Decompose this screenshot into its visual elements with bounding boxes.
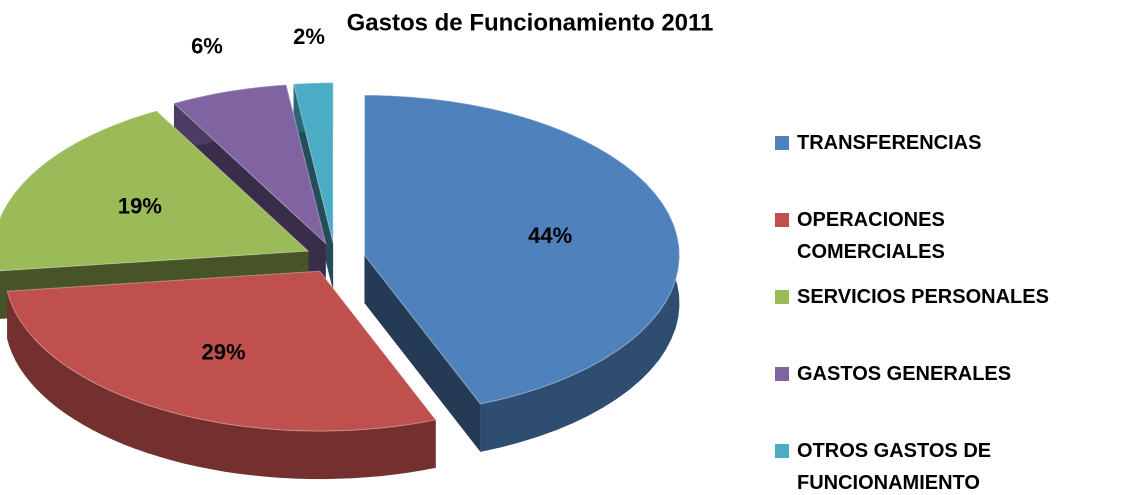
legend-swatch <box>775 290 789 304</box>
legend-item: OPERACIONES COMERCIALES <box>775 204 1115 268</box>
data-label: 6% <box>191 34 223 59</box>
slice <box>6 270 437 432</box>
legend-label: TRANSFERENCIAS <box>797 132 982 154</box>
data-label: 44% <box>528 223 572 248</box>
legend-label: OPERACIONES COMERCIALES <box>797 209 945 263</box>
legend-swatch <box>775 136 789 150</box>
legend-swatch <box>775 444 789 458</box>
slice <box>0 110 310 272</box>
slice-tops <box>0 82 680 432</box>
slice-wall <box>7 291 436 480</box>
legend-label: GASTOS GENERALES <box>797 363 1012 385</box>
data-label: 19% <box>118 193 162 218</box>
slice <box>363 94 680 405</box>
legend-swatch <box>775 367 789 381</box>
legend-item: TRANSFERENCIAS <box>775 127 1115 159</box>
data-label: 29% <box>201 340 245 365</box>
legend-item: SERVICIOS PERSONALES <box>775 281 1115 313</box>
legend-item: GASTOS GENERALES <box>775 358 1115 390</box>
legend-item: OTROS GASTOS DE FUNCIONAMIENTO <box>775 435 1115 495</box>
slice <box>292 82 334 243</box>
slice <box>172 84 327 246</box>
chart-title: Gastos de Funcionamiento 2011 <box>347 9 714 36</box>
legend-label: OTROS GASTOS DE FUNCIONAMIENTO <box>797 440 992 494</box>
slice-edge <box>364 255 481 452</box>
legend-label: SERVICIOS PERSONALES <box>797 286 1049 308</box>
legend-swatch <box>775 213 789 227</box>
data-label: 2% <box>293 24 325 49</box>
